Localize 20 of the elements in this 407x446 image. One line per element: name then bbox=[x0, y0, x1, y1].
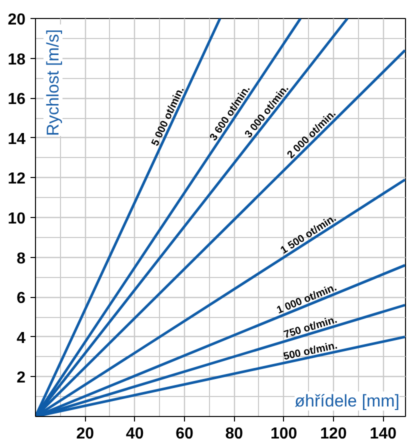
x-tick-label: 80 bbox=[225, 426, 244, 442]
x-tick-label: 140 bbox=[370, 426, 397, 442]
x-tick-label: 60 bbox=[176, 426, 194, 442]
y-tick-label: 18 bbox=[8, 51, 26, 68]
y-axis-title: Rychlost [m/s] bbox=[44, 29, 62, 136]
x-tick-label: 20 bbox=[76, 426, 94, 442]
x-tick-label: 100 bbox=[270, 426, 298, 442]
y-tick-label: 8 bbox=[16, 250, 26, 268]
x-tick-label: 40 bbox=[126, 426, 144, 442]
y-tick-label: 2 bbox=[16, 370, 26, 387]
y-tick-label: 6 bbox=[16, 290, 26, 308]
y-tick-label: 14 bbox=[8, 130, 26, 148]
y-tick-label: 16 bbox=[8, 91, 26, 108]
y-tick-label: 12 bbox=[8, 170, 26, 188]
y-tick-label: 10 bbox=[8, 210, 26, 228]
y-tick-label: 20 bbox=[8, 12, 26, 28]
x-axis-title: øhřídele [mm] bbox=[294, 392, 400, 410]
x-tick-label: 120 bbox=[320, 426, 347, 442]
y-tick-label: 4 bbox=[16, 330, 26, 347]
text: 500 ot/min. bbox=[282, 339, 339, 363]
